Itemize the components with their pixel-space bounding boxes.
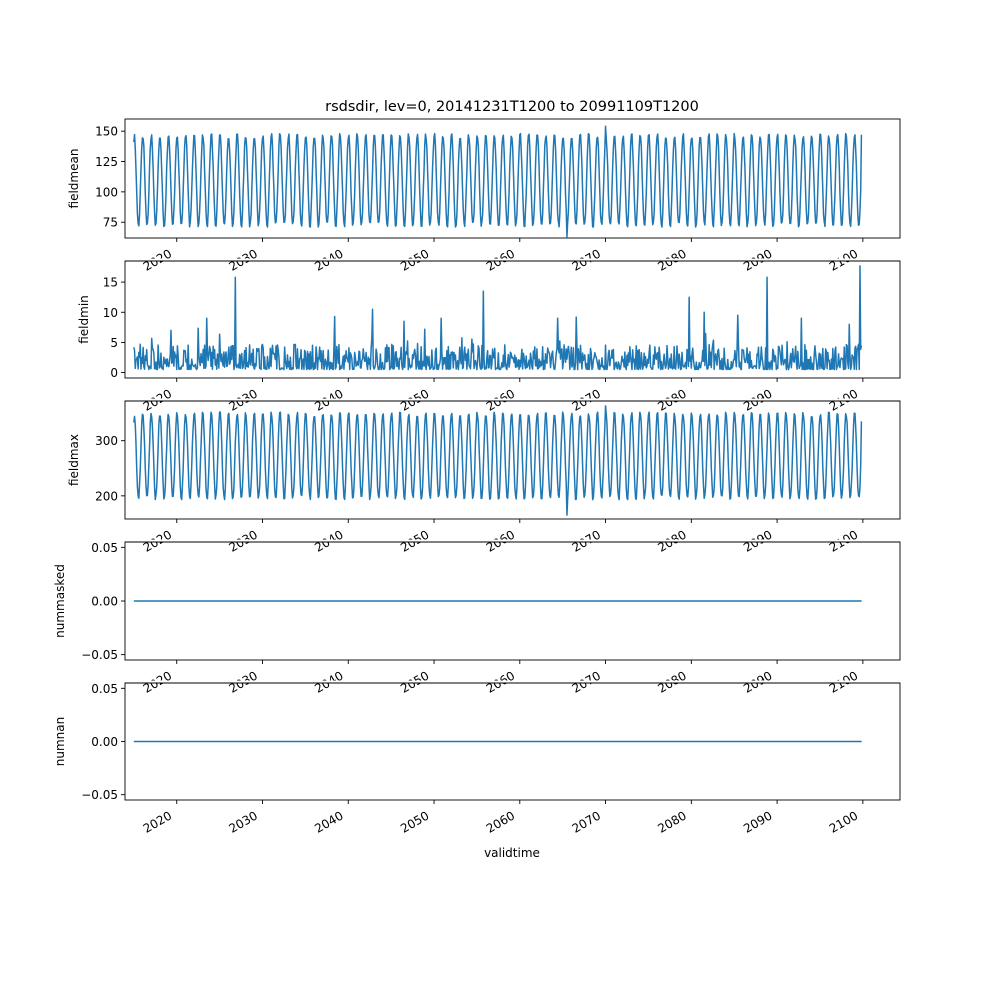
axes-frame [124,118,901,239]
y-tick-label: 150 [95,125,118,139]
y-tick-label: 100 [95,185,118,199]
tick-label-overlap [0,539,1000,542]
x-tick-label: 2080 [655,808,688,835]
y-tick-label: 0 [110,366,118,380]
y-tick-label: −0.05 [81,648,118,662]
x-tick-label: 2070 [570,808,603,835]
axes-frame [124,400,901,520]
series-line-fieldmax [133,405,863,516]
x-tick-label: 2060 [484,808,517,835]
x-tick-label: 2090 [741,808,774,835]
y-axis-label: numnan [53,717,67,766]
y-tick-label: 0.05 [91,682,118,696]
x-tick-label: 2050 [398,808,431,835]
y-axis-label: fieldmax [67,434,81,486]
y-tick-label: 75 [103,216,118,230]
y-axis-label: fieldmean [67,149,81,209]
y-tick-label: 0.05 [91,541,118,555]
x-tick-label: 2040 [312,808,345,835]
x-tick-label: 2030 [227,808,260,835]
subplot-numnan: −0.05 0.00 0.05 numnan 2020 2030 2040 2050 2060 2… [53,682,901,836]
series-line-fieldmean [133,125,863,238]
tick-label-overlap [0,258,1000,261]
y-tick-label: 5 [110,336,118,350]
y-tick-label: 10 [103,306,118,320]
tick-label-overlap [0,680,1000,683]
y-axis-label: fieldmin [77,295,91,344]
y-tick-label: 200 [95,489,118,503]
tick-label-overlap [0,398,1000,401]
y-tick-label: 15 [103,276,118,290]
series-line-fieldmin [133,265,863,371]
x-tick-label: 2100 [827,808,860,835]
y-tick-label: 0.00 [91,595,118,609]
y-tick-label: 0.00 [91,735,118,749]
x-tick-label: 2020 [141,808,174,835]
chart-title: rsdsdir, lev=0, 20141231T1200 to 2099110… [325,99,699,115]
y-axis-label: nummasked [53,564,67,638]
x-axis-label: validtime [484,846,540,860]
axes-frame [124,260,901,379]
y-tick-label: 125 [95,155,118,169]
y-tick-label: −0.05 [81,788,118,802]
y-tick-label: 300 [95,434,118,448]
